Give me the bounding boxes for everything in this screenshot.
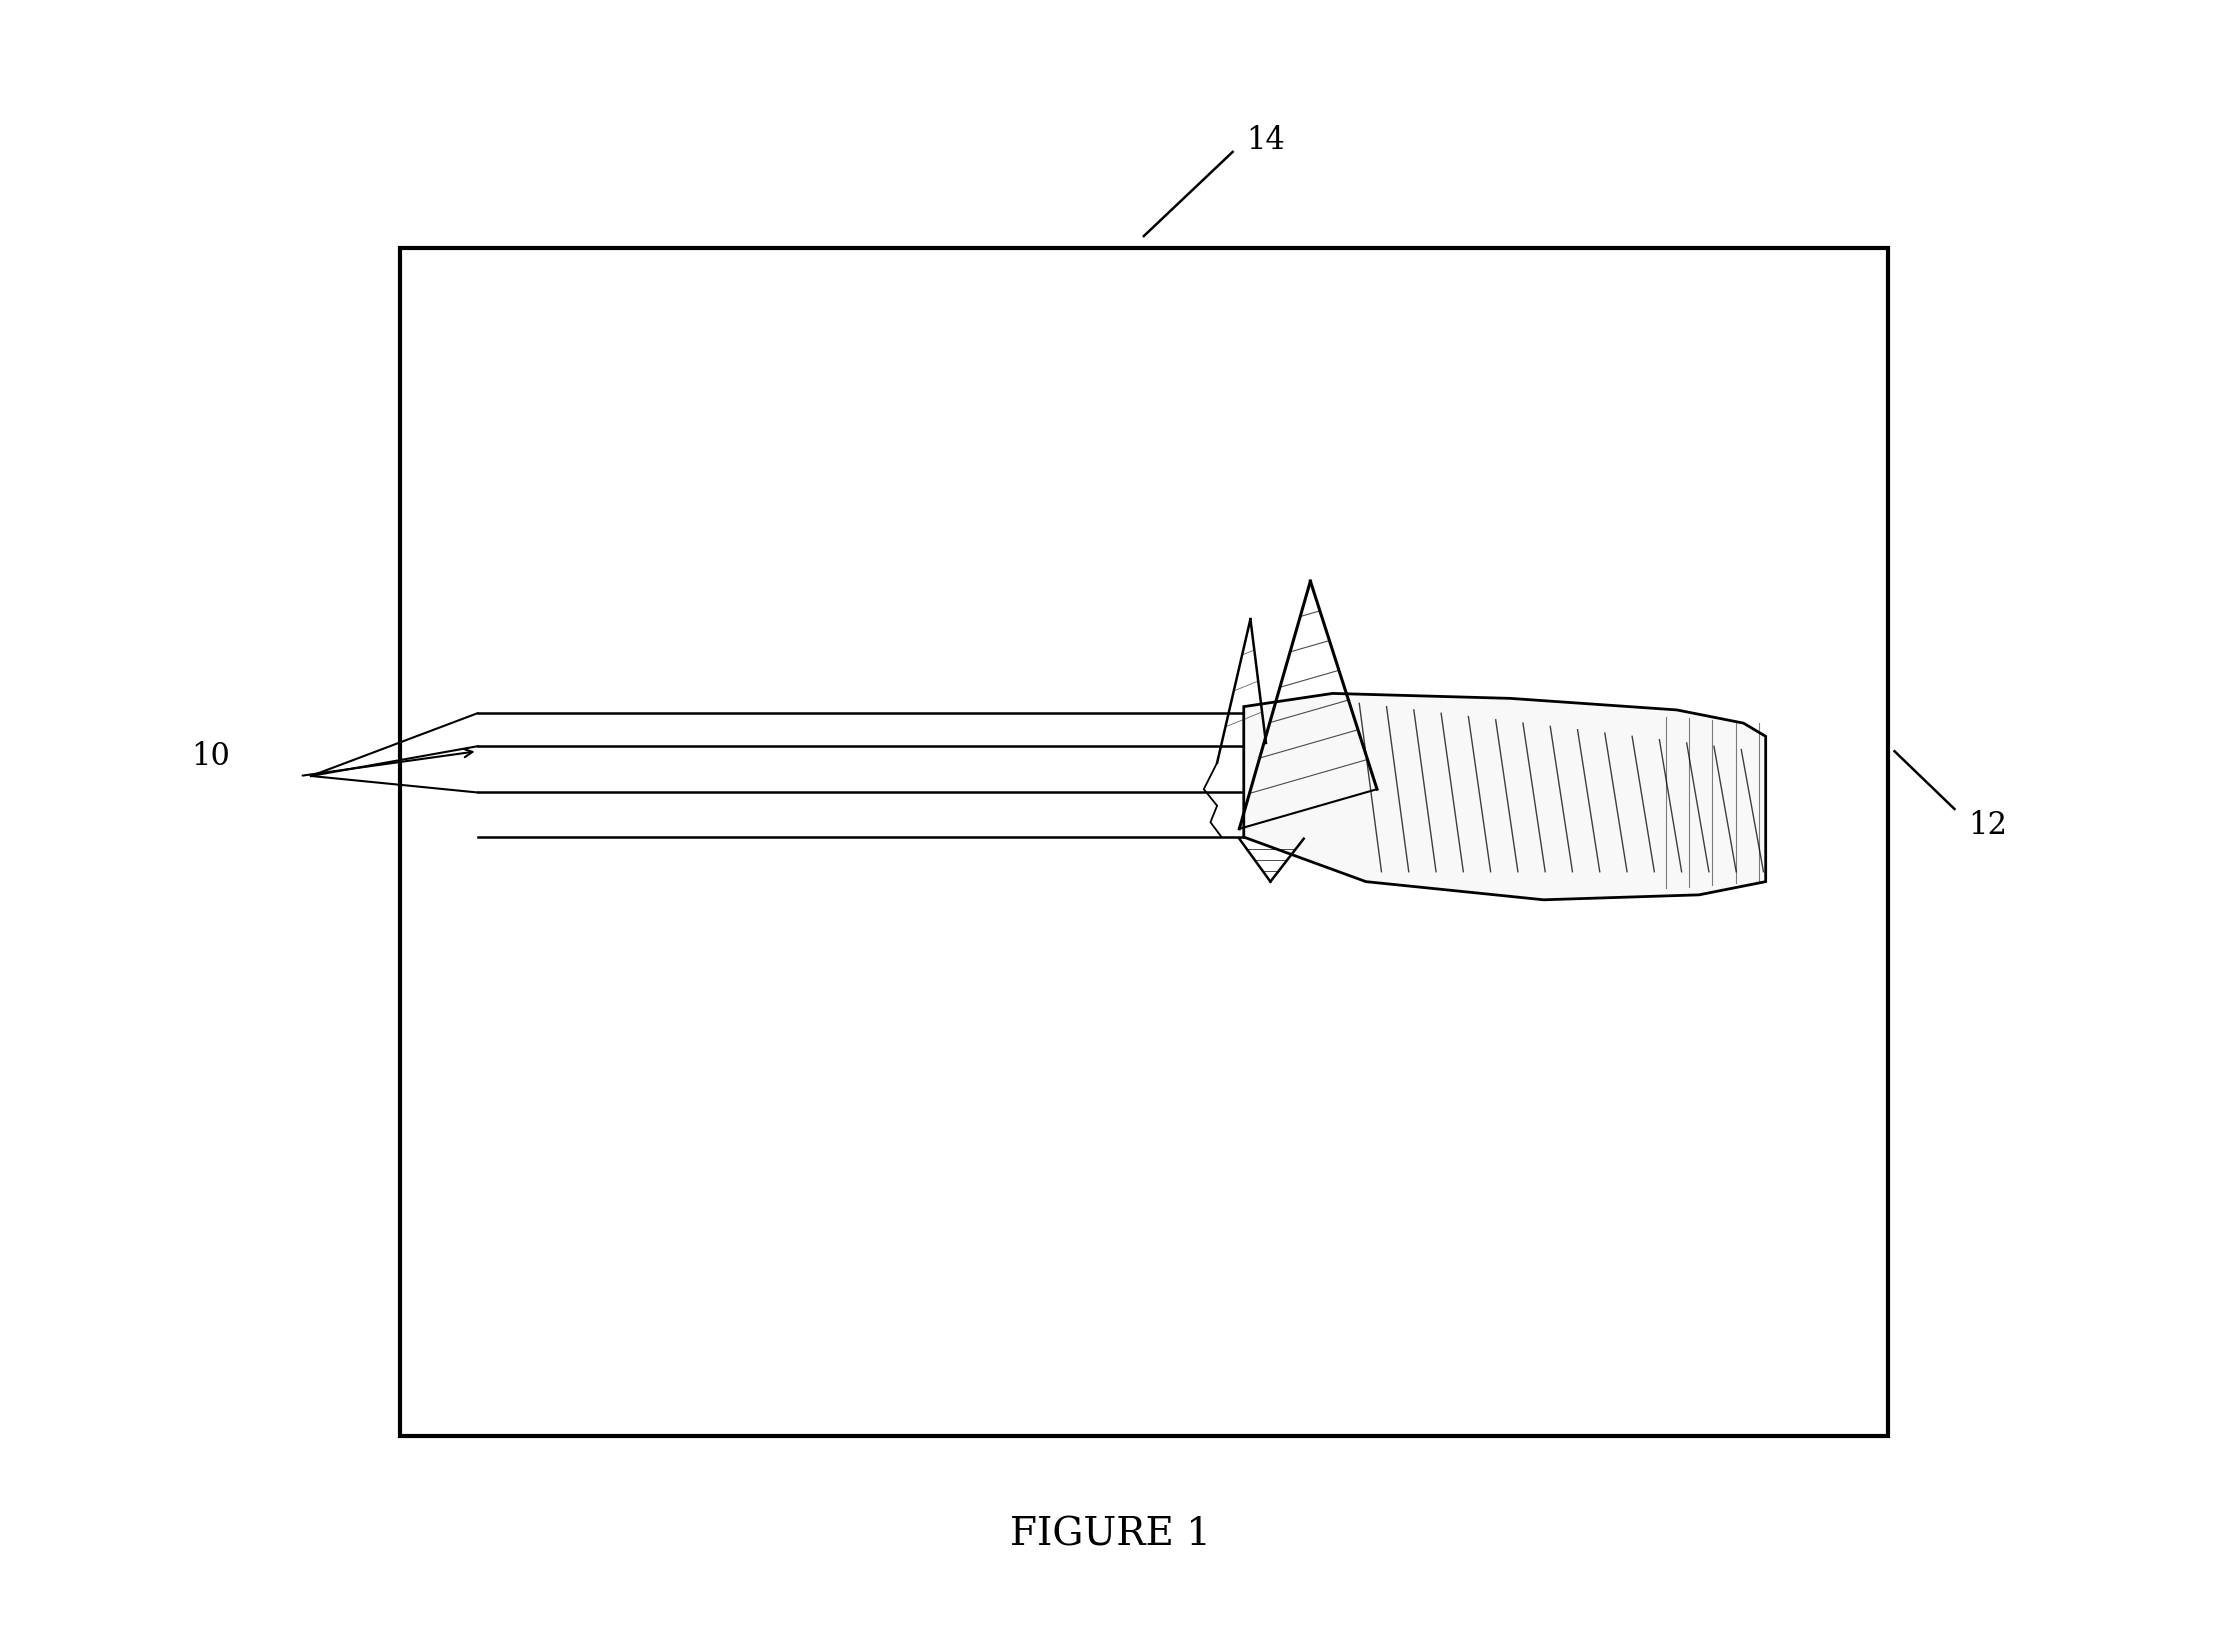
Polygon shape	[1244, 693, 1766, 900]
Bar	[400, 248, 1888, 1436]
Text: 10: 10	[191, 741, 231, 771]
Text: 14: 14	[1246, 125, 1286, 155]
Text: 12: 12	[1968, 811, 2008, 840]
Text: FIGURE 1: FIGURE 1	[1011, 1517, 1210, 1554]
